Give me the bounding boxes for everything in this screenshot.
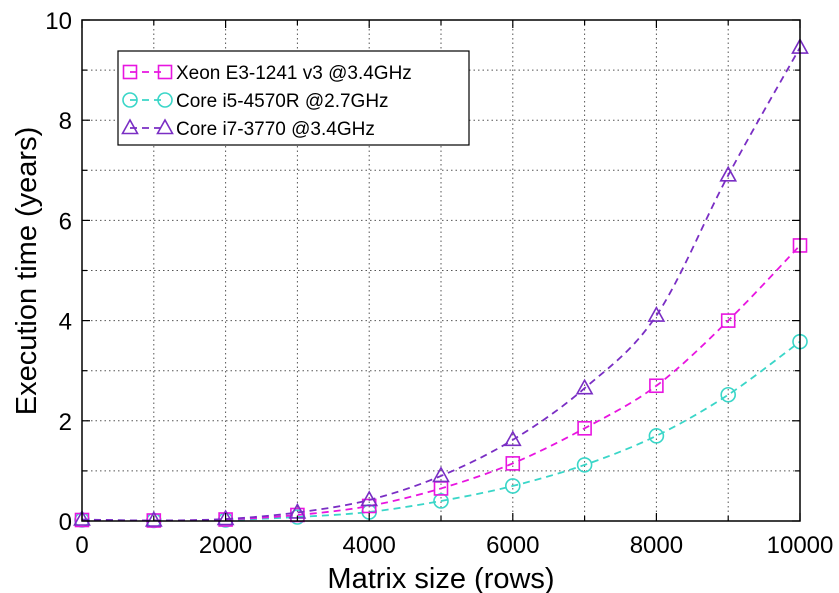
y-axis-label: Execution time (years) bbox=[11, 127, 43, 416]
y-tick-label: 2 bbox=[59, 409, 72, 436]
x-tick-label: 10000 bbox=[767, 532, 834, 559]
data-point-square bbox=[649, 378, 664, 394]
legend-label: Core i7-3770 @3.4GHz bbox=[176, 119, 375, 140]
data-point-circle bbox=[648, 428, 665, 444]
legend-marker-circle bbox=[157, 92, 173, 108]
y-tick-label: 10 bbox=[45, 8, 72, 35]
x-tick-label: 8000 bbox=[630, 532, 683, 559]
data-point-square bbox=[720, 313, 736, 328]
y-tick-label: 8 bbox=[59, 108, 72, 135]
series-line-square bbox=[81, 244, 801, 522]
data-point-triangle bbox=[575, 378, 594, 395]
x-tick-label: 4000 bbox=[343, 532, 396, 559]
data-point-square bbox=[505, 456, 521, 471]
data-point-triangle bbox=[73, 509, 91, 526]
data-point-triangle bbox=[647, 305, 666, 322]
x-axis-label: Matrix size (rows) bbox=[327, 563, 554, 593]
series-line-triangle bbox=[81, 47, 801, 522]
series-circle bbox=[74, 333, 808, 529]
y-tick-label: 0 bbox=[59, 509, 72, 536]
data-point-triangle bbox=[144, 510, 163, 527]
data-point-circle bbox=[576, 457, 593, 473]
data-point-square bbox=[577, 421, 592, 436]
y-tick-label: 6 bbox=[59, 208, 72, 235]
x-tick-label: 0 bbox=[75, 532, 88, 559]
x-tick-label: 2000 bbox=[199, 532, 252, 559]
data-point-triangle bbox=[719, 165, 738, 182]
legend-label: Core i5-4570R @2.7GHz bbox=[176, 91, 389, 112]
legend-marker-square bbox=[157, 64, 173, 80]
legend-marker-square bbox=[122, 64, 138, 80]
legend-box bbox=[117, 50, 470, 146]
series-layer bbox=[73, 37, 809, 529]
y-tick-label: 4 bbox=[59, 309, 72, 336]
data-point-triangle bbox=[503, 430, 522, 447]
legend-marker-triangle bbox=[121, 118, 139, 135]
data-point-circle bbox=[720, 386, 737, 403]
x-tick-label: 6000 bbox=[486, 532, 539, 559]
data-point-triangle bbox=[216, 509, 235, 526]
legend-marker-circle bbox=[122, 92, 138, 108]
data-point-triangle bbox=[432, 466, 450, 483]
data-point-circle bbox=[433, 493, 449, 509]
data-point-circle bbox=[504, 478, 521, 494]
legend-marker-triangle bbox=[156, 118, 174, 135]
ticks: 0 2000 4000 6000 8000 10000 0 2 4 6 8 10 bbox=[45, 8, 833, 559]
legend-label: Xeon E3-1241 v3 @3.4GHz bbox=[176, 63, 412, 84]
data-point-triangle bbox=[360, 490, 379, 507]
legend: Xeon E3-1241 v3 @3.4GHz Core i5-4570R @2.… bbox=[117, 50, 470, 146]
